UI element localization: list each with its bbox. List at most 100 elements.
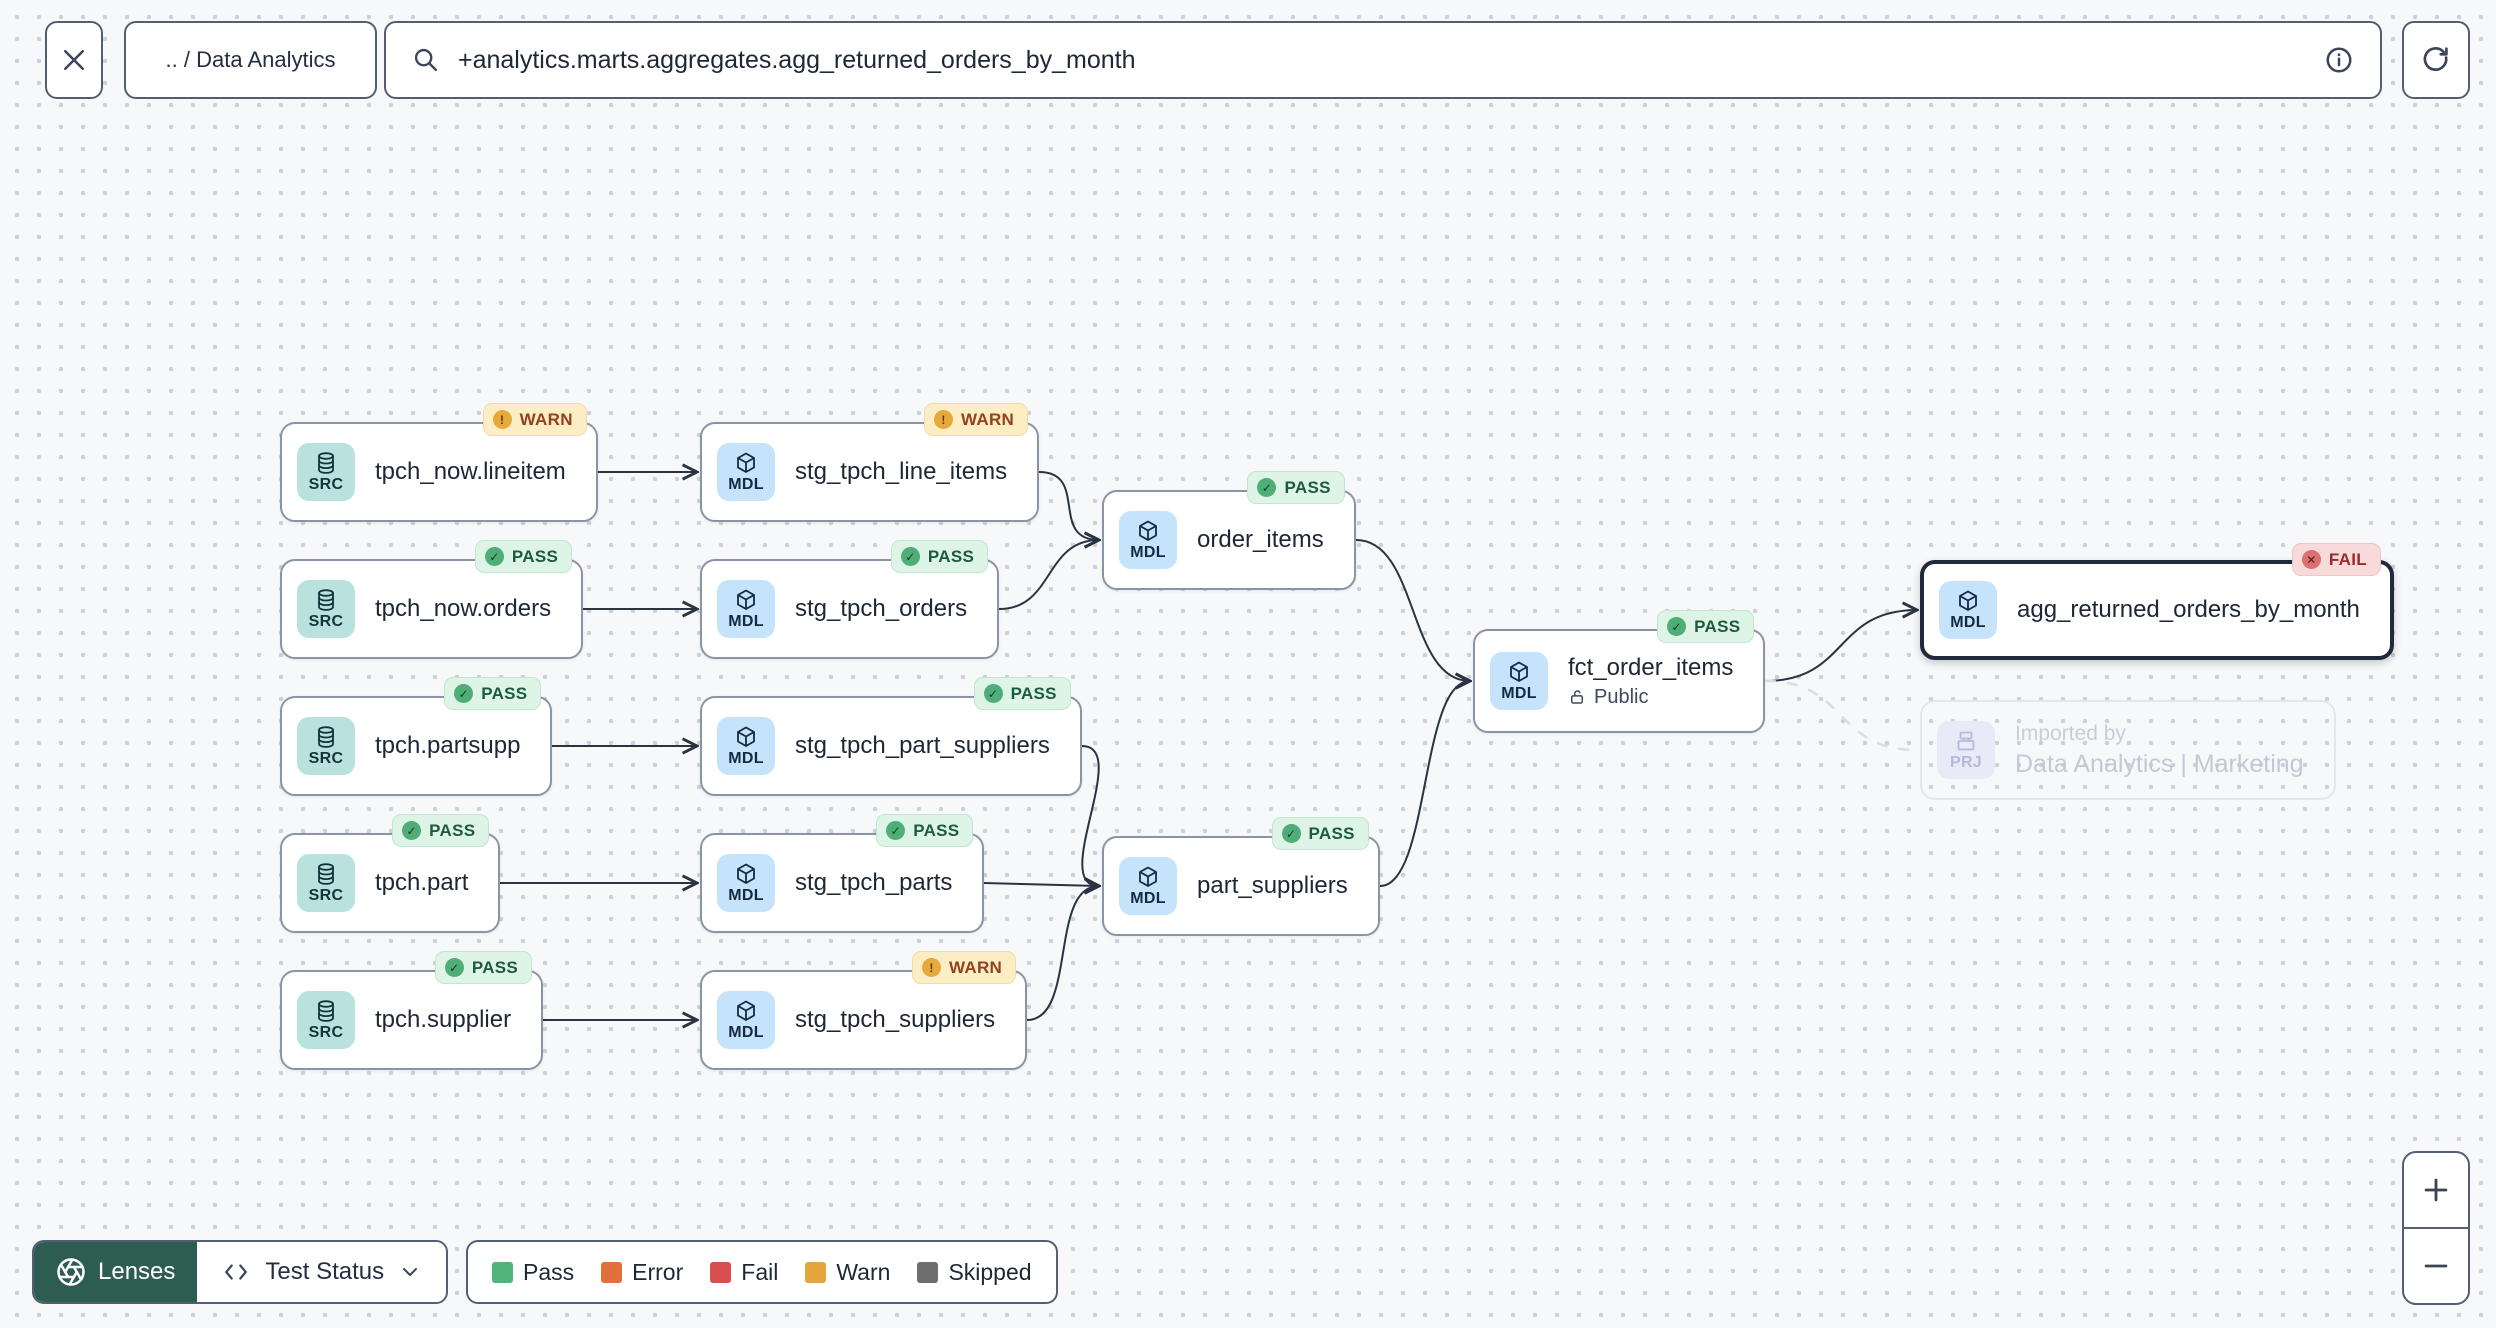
legend-item-fail: Fail <box>710 1259 778 1286</box>
project-icon <box>1957 731 1975 750</box>
graph-node-tpch_supplier[interactable]: SRC tpch.supplier ✓ PASS <box>280 951 544 1070</box>
cube-icon <box>737 726 755 747</box>
zoom-out-button[interactable] <box>2404 1229 2468 1303</box>
graph-node-order_items[interactable]: MDL order_items ✓ PASS <box>1102 471 1356 590</box>
legend-item-skipped: Skipped <box>917 1259 1032 1286</box>
database-icon <box>318 999 334 1022</box>
node-text: part_suppliers <box>1197 872 1348 900</box>
cube-icon <box>1139 520 1157 541</box>
imported-by-project: Data Analytics | Marketing <box>2015 749 2304 778</box>
lenses-button[interactable]: Lenses <box>34 1242 198 1302</box>
graph-node-tpch_now_orders[interactable]: SRC tpch_now.orders ✓ PASS <box>280 540 584 659</box>
ghost-node-text: Imported by Data Analytics | Marketing <box>2015 722 2304 779</box>
edge-stg_tpch_orders-to-order_items <box>998 540 1099 610</box>
legend-swatch <box>917 1261 939 1283</box>
node-kind-box: MDL <box>717 854 775 912</box>
graph-node-part_suppliers[interactable]: MDL part_suppliers ✓ PASS <box>1102 817 1380 936</box>
node-kind-box: MDL <box>717 991 775 1049</box>
status-dot-icon: ✓ <box>1281 824 1301 843</box>
node-access: Public <box>1568 686 1733 709</box>
node-kind-box: MDL <box>717 580 775 638</box>
status-dot-icon: ✓ <box>402 821 422 840</box>
graph-node-stg_tpch_part_suppliers[interactable]: MDL stg_tpch_part_suppliers ✓ PASS <box>700 677 1082 796</box>
edge-stg_tpch_suppliers-to-part_suppliers <box>1026 886 1099 1021</box>
status-badge-warn: ! WARN <box>482 403 587 436</box>
node-kind-box: MDL <box>717 717 775 775</box>
status-dot-icon: ! <box>921 958 941 977</box>
node-text: tpch_now.orders <box>375 595 551 623</box>
legend-label: Pass <box>523 1258 575 1285</box>
node-label: tpch_now.orders <box>375 595 552 622</box>
search-bar[interactable] <box>384 21 2382 99</box>
node-kind-box: SRC <box>297 717 355 775</box>
legend-item-pass: Pass <box>492 1259 574 1286</box>
graph-node-tpch_partsupp[interactable]: SRC tpch.partsupp ✓ PASS <box>280 677 553 796</box>
public-lock-icon <box>1571 690 1583 704</box>
graph-node-stg_tpch_suppliers[interactable]: MDL stg_tpch_suppliers ! WARN <box>700 951 1028 1070</box>
status-badge-pass: ✓ PASS <box>474 540 573 573</box>
graph-node-tpch_part[interactable]: SRC tpch.part ✓ PASS <box>280 814 501 933</box>
database-icon <box>318 588 334 611</box>
node-kind-label: MDL <box>1130 543 1166 561</box>
node-kind-box: MDL <box>717 443 775 501</box>
node-kind-box: MDL <box>1119 857 1177 915</box>
code-icon <box>225 1264 248 1280</box>
minus-icon <box>2424 1264 2448 1268</box>
plus-icon <box>2424 1178 2448 1202</box>
node-kind-label: SRC <box>308 1023 344 1041</box>
graph-node-tpch_now_lineitem[interactable]: SRC tpch_now.lineitem ! WARN <box>280 403 598 522</box>
node-access-label: Public <box>1594 685 1649 708</box>
node-label: stg_tpch_suppliers <box>795 1006 996 1033</box>
lenses-control: Lenses Test Status <box>32 1240 449 1304</box>
status-badge-pass: ✓ PASS <box>973 677 1071 710</box>
node-text: stg_tpch_parts <box>795 869 952 897</box>
status-badge-pass: ✓ PASS <box>1247 471 1345 504</box>
close-button[interactable] <box>45 21 103 99</box>
node-label: tpch.part <box>375 869 469 896</box>
node-label: tpch.partsupp <box>375 732 521 759</box>
zoom-in-button[interactable] <box>2404 1153 2468 1229</box>
cube-icon <box>1510 661 1528 682</box>
status-dot-icon: ✓ <box>1667 617 1687 636</box>
lens-selector[interactable]: Test Status <box>197 1242 447 1302</box>
node-kind-label: MDL <box>728 1023 764 1041</box>
status-badge-pass: ✓ PASS <box>890 540 989 573</box>
node-label: stg_tpch_orders <box>795 595 968 622</box>
legend-label: Error <box>632 1258 684 1285</box>
cube-icon <box>1959 590 1977 611</box>
cube-icon <box>737 1000 755 1021</box>
node-text: stg_tpch_suppliers <box>795 1006 995 1034</box>
legend-label: Fail <box>741 1258 779 1285</box>
graph-node-stg_tpch_orders[interactable]: MDL stg_tpch_orders ✓ PASS <box>700 540 1000 659</box>
node-kind-label: MDL <box>728 886 764 904</box>
node-text: tpch_now.lineitem <box>375 458 566 486</box>
chevron-down-icon <box>403 1268 418 1276</box>
node-text: fct_order_items Public <box>1568 654 1733 709</box>
status-badge-warn: ! WARN <box>923 403 1029 436</box>
node-kind-box: MDL <box>1490 652 1548 710</box>
info-icon[interactable] <box>2324 45 2354 75</box>
refresh-button[interactable] <box>2402 21 2470 99</box>
database-icon <box>318 451 334 474</box>
graph-node-stg_tpch_line_items[interactable]: MDL stg_tpch_line_items ! WARN <box>700 403 1040 522</box>
graph-node-fct_order_items[interactable]: MDL fct_order_items Public ✓ PASS <box>1473 610 1766 733</box>
status-dot-icon: ✓ <box>886 821 906 840</box>
legend-swatch <box>492 1261 513 1283</box>
node-kind-label: MDL <box>728 749 764 767</box>
status-dot-icon: ✓ <box>900 547 920 566</box>
graph-node-imported_by[interactable]: PRJ Imported by Data Analytics | Marketing <box>1920 700 2336 800</box>
edge-part_suppliers-to-fct_order_items <box>1379 681 1470 887</box>
node-text: order_items <box>1197 526 1324 554</box>
graph-node-agg_returned_orders_by_month[interactable]: MDL agg_returned_orders_by_month ✕ FAIL <box>1920 543 2394 660</box>
cube-icon <box>737 589 755 610</box>
status-dot-icon: ✓ <box>454 684 474 703</box>
zoom-controls <box>2402 1151 2470 1305</box>
search-input[interactable] <box>456 44 2308 76</box>
node-kind-box: SRC <box>297 580 355 638</box>
graph-node-stg_tpch_parts[interactable]: MDL stg_tpch_parts ✓ PASS <box>700 814 985 933</box>
lens-selector-label: Test Status <box>265 1258 385 1285</box>
aperture-icon <box>57 1258 85 1286</box>
status-badge-pass: ✓ PASS <box>392 814 490 847</box>
breadcrumb-button[interactable]: .. / Data Analytics <box>124 21 377 99</box>
